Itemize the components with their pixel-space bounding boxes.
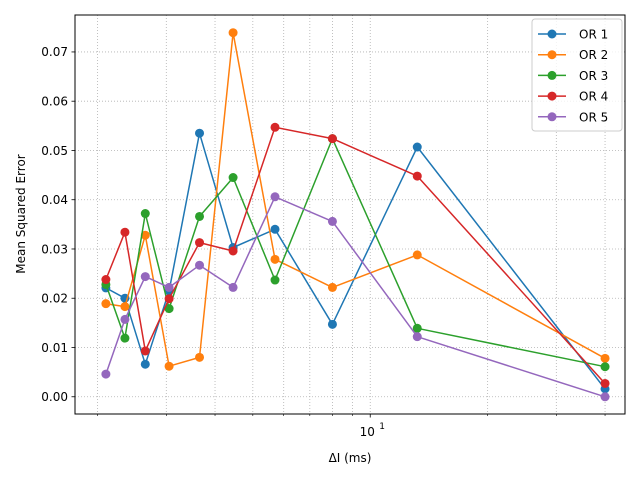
legend-marker	[547, 70, 557, 80]
data-point-marker	[164, 361, 174, 371]
legend-label: OR 2	[579, 48, 608, 62]
data-point-marker	[228, 173, 238, 183]
data-point-marker	[101, 369, 111, 379]
data-point-marker	[228, 282, 238, 292]
y-tick-label: 0.04	[41, 193, 68, 207]
data-point-marker	[270, 122, 280, 132]
data-point-marker	[270, 254, 280, 264]
legend-item: OR 3	[538, 69, 608, 83]
data-point-marker	[412, 332, 422, 342]
y-tick-label: 0.03	[41, 242, 68, 256]
series-line	[105, 196, 606, 398]
y-axis-ticks: 0.00 0.01 0.02 0.03 0.04 0.05 0.06 0.07	[41, 45, 75, 404]
x-tick-label-exponent: 1	[379, 422, 385, 432]
legend-marker	[547, 91, 557, 101]
y-tick-label: 0.06	[41, 95, 68, 109]
data-point-marker	[327, 319, 337, 329]
plot-series	[101, 28, 610, 402]
data-point-marker	[195, 211, 205, 221]
legend-label: OR 1	[579, 28, 608, 42]
data-point-marker	[412, 142, 422, 152]
data-point-marker	[101, 299, 111, 309]
series-or-5	[101, 192, 610, 402]
data-point-marker	[228, 28, 238, 38]
data-point-marker	[101, 275, 111, 285]
y-axis-label: Mean Squared Error	[14, 154, 28, 274]
legend-marker	[547, 112, 557, 122]
data-point-marker	[120, 302, 130, 312]
y-tick-label: 0.07	[41, 45, 68, 59]
data-point-marker	[270, 275, 280, 285]
y-tick-label: 0.01	[41, 341, 68, 355]
data-point-marker	[164, 294, 174, 304]
data-point-marker	[228, 246, 238, 256]
legend: OR 1 OR 2 OR 3 OR 4 OR 5	[531, 18, 623, 132]
data-point-marker	[195, 128, 205, 138]
data-point-marker	[412, 250, 422, 260]
data-point-marker	[140, 272, 150, 282]
data-point-marker	[120, 314, 130, 324]
x-axis-label: ΔI (ms)	[329, 451, 372, 465]
data-point-marker	[327, 134, 337, 144]
data-point-marker	[270, 224, 280, 234]
data-point-marker	[327, 216, 337, 226]
y-tick-label: 0.05	[41, 144, 68, 158]
data-point-marker	[164, 282, 174, 292]
data-point-marker	[412, 323, 422, 333]
data-point-marker	[600, 353, 610, 363]
y-tick-label: 0.02	[41, 292, 68, 306]
data-point-marker	[120, 333, 130, 343]
legend-label: OR 5	[579, 110, 608, 124]
legend-item: OR 1	[538, 28, 608, 42]
data-point-marker	[600, 362, 610, 372]
data-point-marker	[195, 238, 205, 248]
x-tick-label: 10	[360, 425, 375, 439]
series-line	[105, 31, 606, 367]
data-point-marker	[412, 171, 422, 181]
data-point-marker	[140, 346, 150, 356]
data-point-marker	[600, 392, 610, 402]
legend-item: OR 2	[538, 48, 608, 62]
series-or-2	[101, 28, 610, 371]
legend-marker	[547, 29, 557, 39]
data-point-marker	[600, 378, 610, 388]
data-point-marker	[140, 209, 150, 219]
data-point-marker	[327, 282, 337, 292]
series-line	[105, 126, 606, 385]
legend-label: OR 4	[579, 90, 608, 104]
axes-frame	[74, 14, 626, 415]
series-line	[105, 137, 606, 368]
data-point-marker	[270, 192, 280, 202]
x-axis-ticks: 10 1	[97, 414, 606, 439]
data-point-marker	[195, 352, 205, 362]
data-point-marker	[140, 230, 150, 240]
legend-item: OR 4	[538, 90, 608, 104]
legend-item: OR 5	[538, 110, 608, 124]
data-point-marker	[140, 359, 150, 369]
data-point-marker	[164, 304, 174, 314]
series-or-4	[101, 122, 610, 388]
legend-marker	[547, 50, 557, 60]
y-tick-label: 0.00	[41, 390, 68, 404]
legend-box	[531, 18, 623, 132]
data-point-marker	[120, 227, 130, 237]
legend-label: OR 3	[579, 69, 608, 83]
data-point-marker	[195, 260, 205, 270]
